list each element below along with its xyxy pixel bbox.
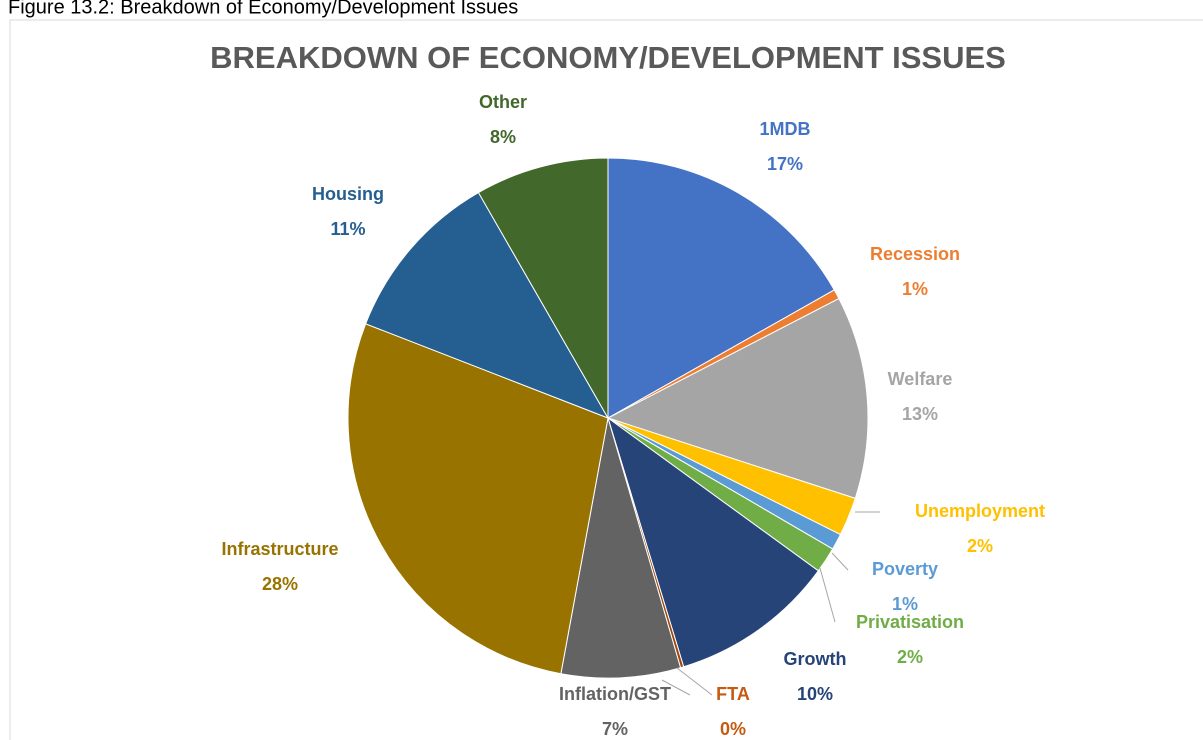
value-label: 8%	[490, 127, 516, 147]
category-label: Poverty	[872, 559, 938, 579]
pie-slice	[365, 191, 610, 419]
pie-slice	[607, 416, 820, 668]
pie-slice	[607, 157, 835, 419]
category-label: Welfare	[888, 369, 953, 389]
chart-frame	[9, 19, 1203, 740]
category-label: 1MDB	[759, 119, 810, 139]
value-label: 10%	[797, 684, 833, 704]
category-label: Growth	[784, 649, 847, 669]
category-label: Inflation/GST	[559, 684, 671, 704]
value-label: 0%	[720, 719, 746, 739]
value-label: 7%	[602, 719, 628, 739]
pie-slice	[606, 297, 869, 499]
value-label: 13%	[902, 404, 938, 424]
value-label: 2%	[897, 647, 923, 667]
category-label: Infrastructure	[221, 539, 338, 559]
category-label: Housing	[312, 184, 384, 204]
pie-slice	[477, 157, 609, 420]
category-label: Unemployment	[915, 501, 1045, 521]
leader-line	[661, 679, 691, 696]
leader-line	[831, 552, 849, 571]
value-label: 1%	[902, 279, 928, 299]
caption: Figure 13.2: Breakdown of Economy/Develo…	[8, 0, 518, 18]
category-label: Other	[479, 92, 527, 112]
leader-line	[819, 567, 836, 623]
category-label: Privatisation	[856, 612, 964, 632]
value-label: 1%	[892, 594, 918, 614]
category-label: Recession	[870, 244, 960, 264]
value-label: 28%	[262, 574, 298, 594]
value-label: 17%	[767, 154, 803, 174]
value-label: 2%	[967, 536, 993, 556]
category-label: FTA	[716, 684, 750, 704]
pie-slice	[560, 417, 682, 679]
chart-title: BREAKDOWN OF ECONOMY/DEVELOPMENT ISSUES	[210, 40, 1006, 75]
leader-line	[676, 667, 713, 696]
pie-slice	[347, 323, 609, 675]
value-label: 11%	[330, 219, 365, 239]
